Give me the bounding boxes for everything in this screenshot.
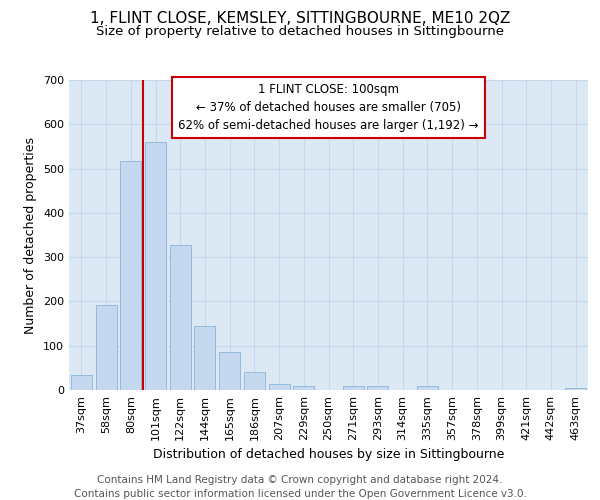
Text: 1 FLINT CLOSE: 100sqm
← 37% of detached houses are smaller (705)
62% of semi-det: 1 FLINT CLOSE: 100sqm ← 37% of detached … — [178, 83, 479, 132]
Text: Contains HM Land Registry data © Crown copyright and database right 2024.
Contai: Contains HM Land Registry data © Crown c… — [74, 475, 526, 499]
Bar — [71, 376, 92, 390]
X-axis label: Distribution of detached houses by size in Sittingbourne: Distribution of detached houses by size … — [153, 448, 504, 462]
Bar — [565, 388, 586, 390]
Bar — [269, 384, 290, 390]
Text: Size of property relative to detached houses in Sittingbourne: Size of property relative to detached ho… — [96, 25, 504, 38]
Bar — [170, 244, 191, 390]
Bar — [343, 386, 364, 390]
Bar — [145, 142, 166, 390]
Y-axis label: Number of detached properties: Number of detached properties — [25, 136, 37, 334]
Text: 1, FLINT CLOSE, KEMSLEY, SITTINGBOURNE, ME10 2QZ: 1, FLINT CLOSE, KEMSLEY, SITTINGBOURNE, … — [90, 11, 510, 26]
Bar — [219, 352, 240, 390]
Bar — [244, 372, 265, 390]
Bar — [95, 304, 116, 390]
Bar — [293, 386, 314, 390]
Bar — [120, 160, 141, 390]
Bar — [194, 326, 215, 390]
Bar — [417, 386, 438, 390]
Bar — [367, 386, 388, 390]
